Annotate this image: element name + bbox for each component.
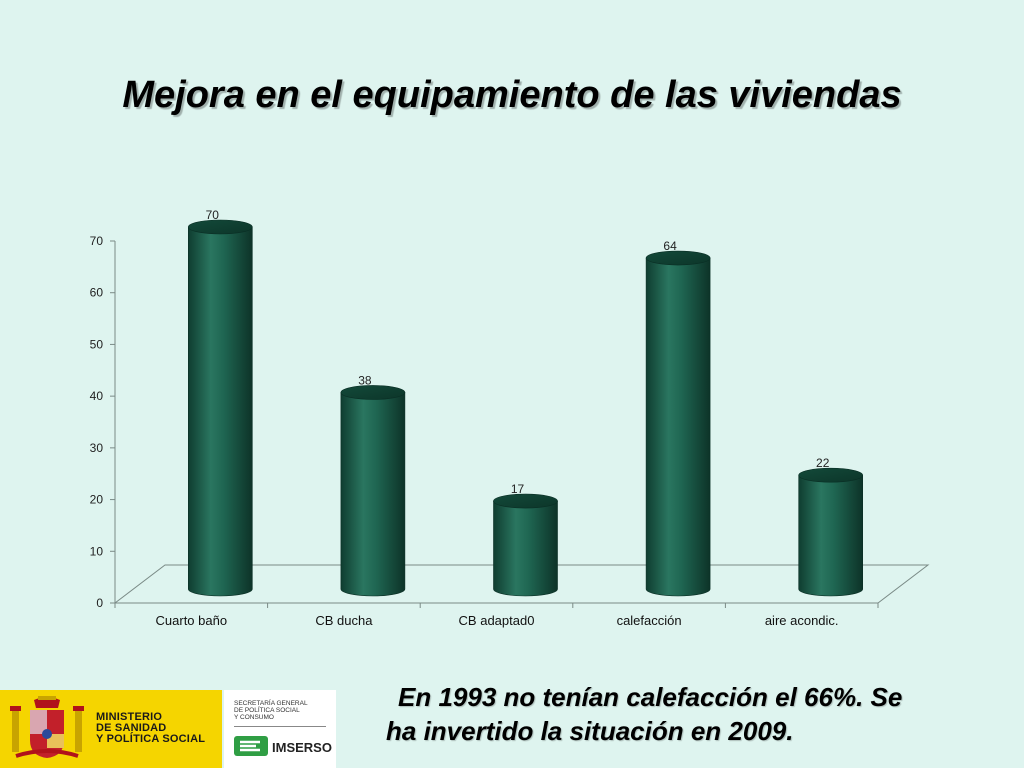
bar-body bbox=[645, 257, 711, 597]
caption-line-2: ha invertido la situación en 2009. bbox=[386, 716, 794, 746]
chart-floor bbox=[113, 564, 930, 604]
bar-top bbox=[798, 467, 864, 483]
chart-bars bbox=[188, 219, 864, 597]
data-label: 38 bbox=[358, 373, 372, 387]
imserso-icon bbox=[234, 736, 268, 756]
data-label: 17 bbox=[511, 482, 525, 496]
imserso-text: IMSERSO bbox=[272, 740, 332, 755]
data-label: 64 bbox=[663, 239, 677, 253]
chart-labels: 0 10 20 30 40 50 60 70 70 Cuarto baño 38 CB ducha 17… bbox=[90, 208, 839, 628]
y-tick-label: 30 bbox=[90, 441, 104, 455]
chart-title: Mejora en el equipamiento de las viviend… bbox=[122, 74, 902, 116]
bar-top bbox=[493, 493, 558, 509]
x-tick-label: aire acondic. bbox=[765, 613, 839, 628]
bar bbox=[645, 250, 711, 597]
bar-top bbox=[188, 219, 253, 235]
bar-body bbox=[493, 500, 558, 597]
bar-chart: 0 10 20 30 40 50 60 70 70 Cuarto baño 38 CB ducha 17… bbox=[90, 208, 930, 628]
x-tick-label: Cuarto baño bbox=[156, 613, 228, 628]
x-tick-label: CB adaptad0 bbox=[459, 613, 535, 628]
y-tick-label: 20 bbox=[90, 493, 104, 507]
y-tick-label: 10 bbox=[90, 544, 104, 558]
ministry-line: DE SANIDAD bbox=[96, 722, 167, 734]
bar-body bbox=[798, 474, 863, 597]
y-tick-label: 0 bbox=[96, 596, 103, 610]
y-tick-label: 50 bbox=[90, 337, 104, 351]
bar-body bbox=[340, 392, 406, 597]
imserso-logo: SECRETARÍA GENERAL DE POLÍTICA SOCIAL Y … bbox=[224, 690, 336, 768]
y-tick-label: 60 bbox=[90, 286, 104, 300]
caption-line-1: En 1993 no tenían calefacción el 66%. Se bbox=[398, 682, 903, 712]
ministry-line: MINISTERIO bbox=[96, 711, 163, 723]
bar-top bbox=[645, 250, 711, 266]
secretaria-line: SECRETARÍA GENERAL bbox=[234, 700, 308, 707]
secretaria-line: DE POLÍTICA SOCIAL bbox=[234, 707, 300, 714]
x-tick-label: CB ducha bbox=[315, 613, 373, 628]
logo-divider bbox=[234, 726, 326, 727]
secretaria-line: Y CONSUMO bbox=[234, 714, 274, 721]
data-label: 70 bbox=[206, 208, 220, 222]
ministry-logo: MINISTERIO DE SANIDAD Y POLÍTICA SOCIAL bbox=[0, 690, 222, 768]
ministry-name: MINISTERIO DE SANIDAD Y POLÍTICA SOCIAL bbox=[96, 712, 205, 745]
bar bbox=[188, 219, 253, 597]
y-tick-label: 70 bbox=[90, 234, 104, 248]
x-tick-label: calefacción bbox=[617, 613, 682, 628]
bar bbox=[340, 385, 406, 597]
data-label: 22 bbox=[816, 456, 830, 470]
y-tick-label: 40 bbox=[90, 389, 104, 403]
bar-top bbox=[340, 385, 406, 400]
caption: En 1993 no tenían calefacción el 66%. Se… bbox=[386, 680, 986, 748]
coat-of-arms-icon bbox=[10, 696, 84, 758]
bar bbox=[493, 493, 558, 597]
chart-axes bbox=[110, 240, 930, 608]
ministry-line: Y POLÍTICA SOCIAL bbox=[96, 733, 206, 745]
secretaria-name: SECRETARÍA GENERAL DE POLÍTICA SOCIAL Y … bbox=[234, 700, 308, 721]
bar-body bbox=[188, 226, 253, 597]
bar bbox=[798, 467, 864, 597]
